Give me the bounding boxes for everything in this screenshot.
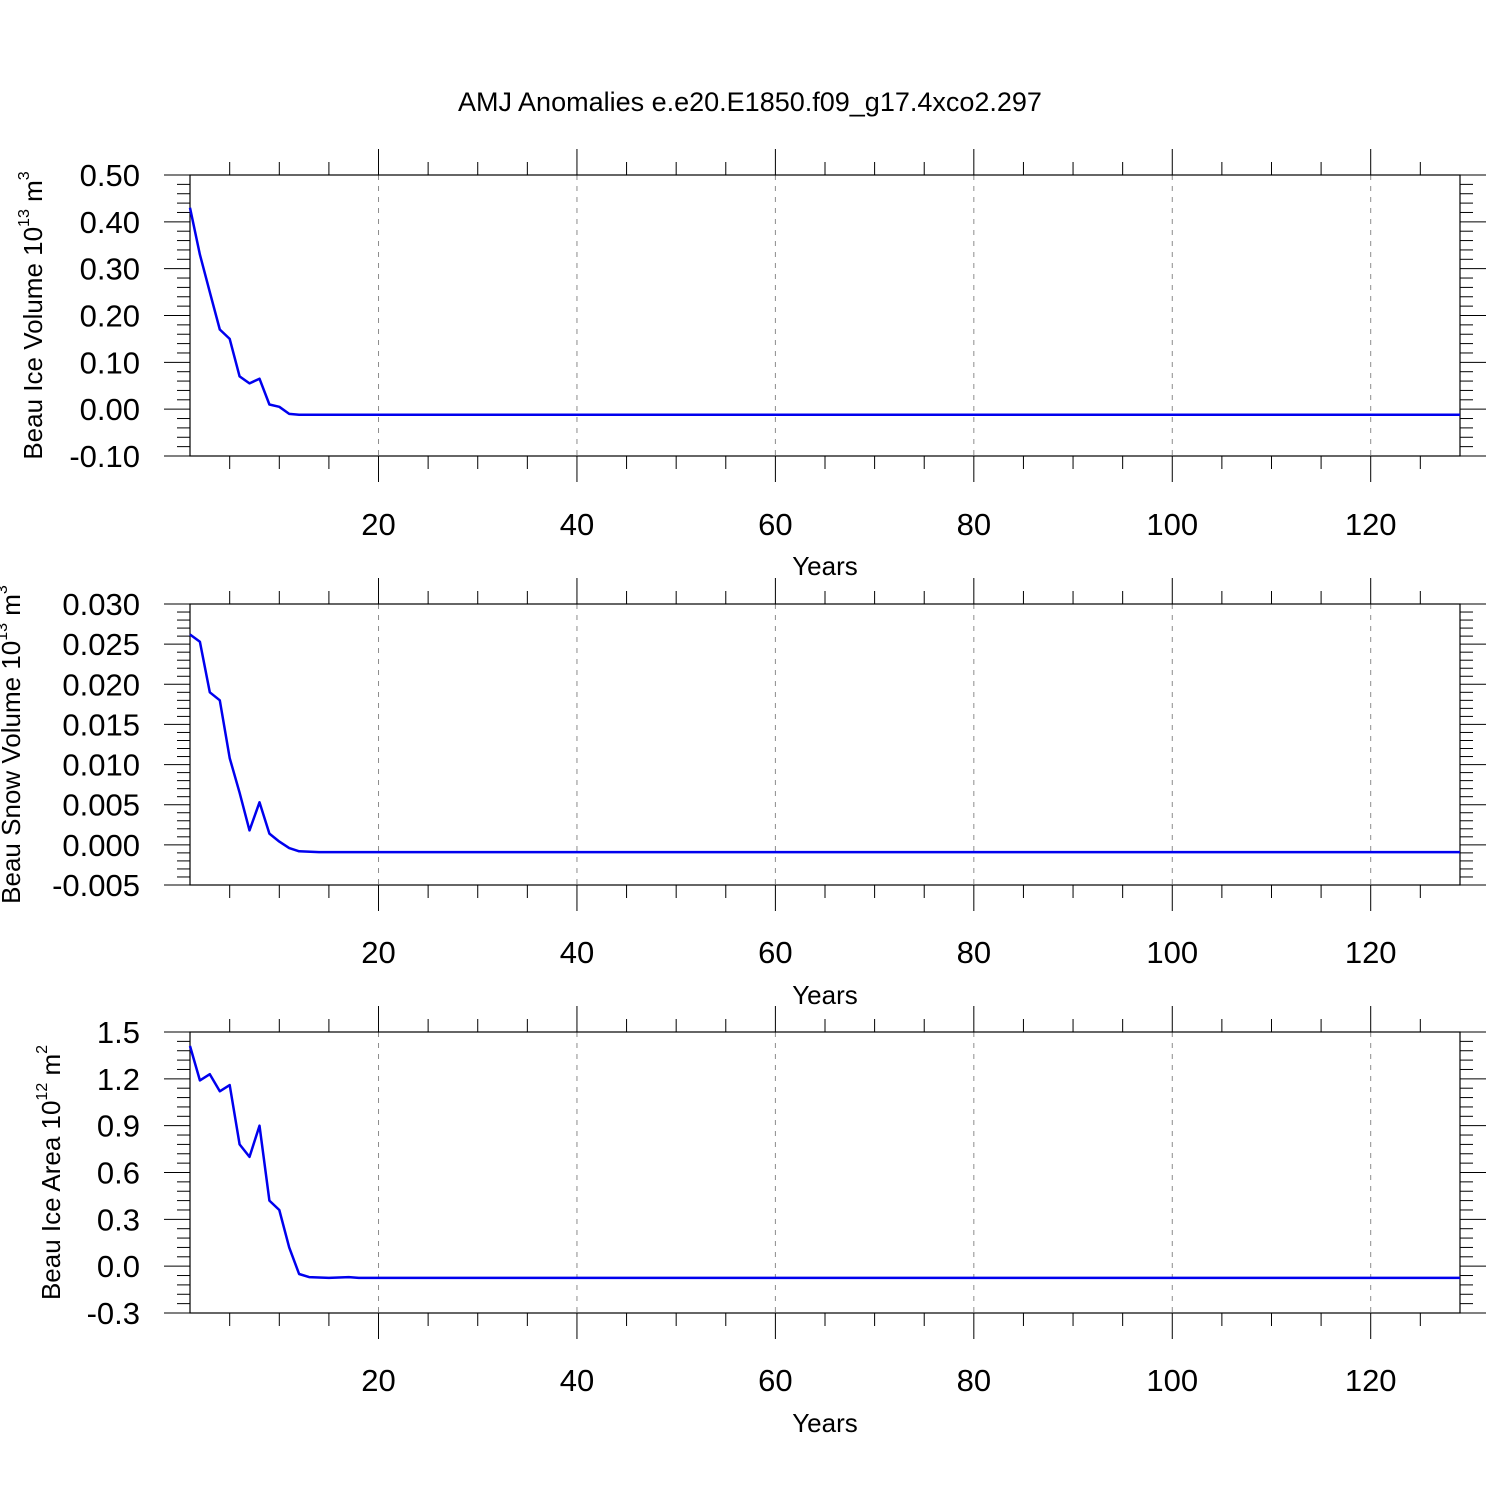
x-tick-label: 80 <box>957 935 991 970</box>
x-tick-label: 80 <box>957 507 991 542</box>
y-axis-label-part: 3 <box>16 171 33 180</box>
x-tick-label: 40 <box>560 935 594 970</box>
x-tick-label: 20 <box>361 1363 395 1398</box>
y-axis-label-part: 3 <box>0 585 11 594</box>
x-tick-label: 100 <box>1146 935 1198 970</box>
y-axis-label: Beau Ice Volume 1013 m3 <box>16 171 48 459</box>
y-axis-label: Beau Ice Area 1012 m2 <box>34 1045 66 1300</box>
y-tick-label: 0.000 <box>62 828 140 863</box>
y-axis-label-part: Beau Snow Volume 10 <box>0 641 26 904</box>
x-tick-label: 120 <box>1345 507 1397 542</box>
y-tick-label: 0.005 <box>62 788 140 823</box>
y-axis-label-part: Beau Ice Area 10 <box>36 1101 66 1300</box>
y-tick-label: 1.2 <box>97 1062 140 1097</box>
y-tick-label: 0.015 <box>62 707 140 742</box>
x-tick-label: 100 <box>1146 1363 1198 1398</box>
series-line <box>189 633 1460 854</box>
panel-3: 1.5 1.2 0.9 0.6 0.3 0.0 -0.3 20 40 60 80 100 120 Year… <box>34 1006 1486 1438</box>
y-axis-label-part: m <box>0 594 26 623</box>
y-tick-label: 0.6 <box>97 1156 140 1191</box>
x-tick-label: 80 <box>957 1363 991 1398</box>
x-tick-label: 40 <box>560 1363 594 1398</box>
y-axis-label-part: 13 <box>16 209 33 227</box>
y-axis-label-part: m <box>36 1054 66 1083</box>
y-axis-label-part: 2 <box>34 1045 51 1054</box>
chart-title: AMJ Anomalies e.e20.E1850.f09_g17.4xco2.… <box>458 87 1042 117</box>
y-tick-label: 0.0 <box>97 1249 140 1284</box>
y-tick-label: 1.5 <box>97 1015 140 1050</box>
x-axis-label: Years <box>792 980 858 1010</box>
x-tick-label: 40 <box>560 507 594 542</box>
x-tick-label: 100 <box>1146 507 1198 542</box>
y-tick-label: -0.10 <box>69 439 140 474</box>
y-tick-label: 0.030 <box>62 587 140 622</box>
x-tick-label: 20 <box>361 507 395 542</box>
y-tick-label: 0.30 <box>80 252 140 287</box>
y-tick-label: -0.3 <box>87 1296 140 1331</box>
series-line <box>188 207 1460 417</box>
x-tick-label: 60 <box>758 507 792 542</box>
y-tick-label: 0.020 <box>62 667 140 702</box>
x-tick-label: 20 <box>361 935 395 970</box>
x-axis-label: Years <box>792 551 858 581</box>
y-axis-label-part: 13 <box>0 623 11 641</box>
x-tick-label: 120 <box>1345 1363 1397 1398</box>
y-axis-label-part: m <box>18 180 48 209</box>
x-axis-label: Years <box>792 1408 858 1438</box>
y-tick-label: -0.005 <box>52 868 140 903</box>
y-tick-label: 0.010 <box>62 748 140 783</box>
panel-2: 0.030 0.025 0.020 0.015 0.010 0.005 0.000 -0.00… <box>0 578 1486 1010</box>
y-tick-label: 0.20 <box>80 299 140 334</box>
plot-frame <box>189 1031 1461 1314</box>
y-axis-label-part: Beau Ice Volume 10 <box>18 227 48 460</box>
y-tick-label: 0.40 <box>80 205 140 240</box>
y-tick-label: 0.3 <box>97 1202 140 1237</box>
x-tick-label: 60 <box>758 1363 792 1398</box>
y-axis-label-part: 12 <box>34 1083 51 1101</box>
y-tick-label: 0.00 <box>80 392 140 427</box>
plot-frame <box>189 603 1461 886</box>
y-tick-label: 0.9 <box>97 1109 140 1144</box>
y-tick-label: 0.10 <box>80 345 140 380</box>
panel-1: 0.50 0.40 0.30 0.20 0.10 0.00 -0.10 20 40 60 80 100… <box>16 149 1486 581</box>
series-line <box>188 1045 1460 1280</box>
x-tick-label: 120 <box>1345 935 1397 970</box>
y-tick-label: 0.025 <box>62 627 140 662</box>
y-axis-label: Beau Snow Volume 1013 m3 <box>0 585 26 904</box>
x-tick-label: 60 <box>758 935 792 970</box>
y-tick-label: 0.50 <box>80 158 140 193</box>
